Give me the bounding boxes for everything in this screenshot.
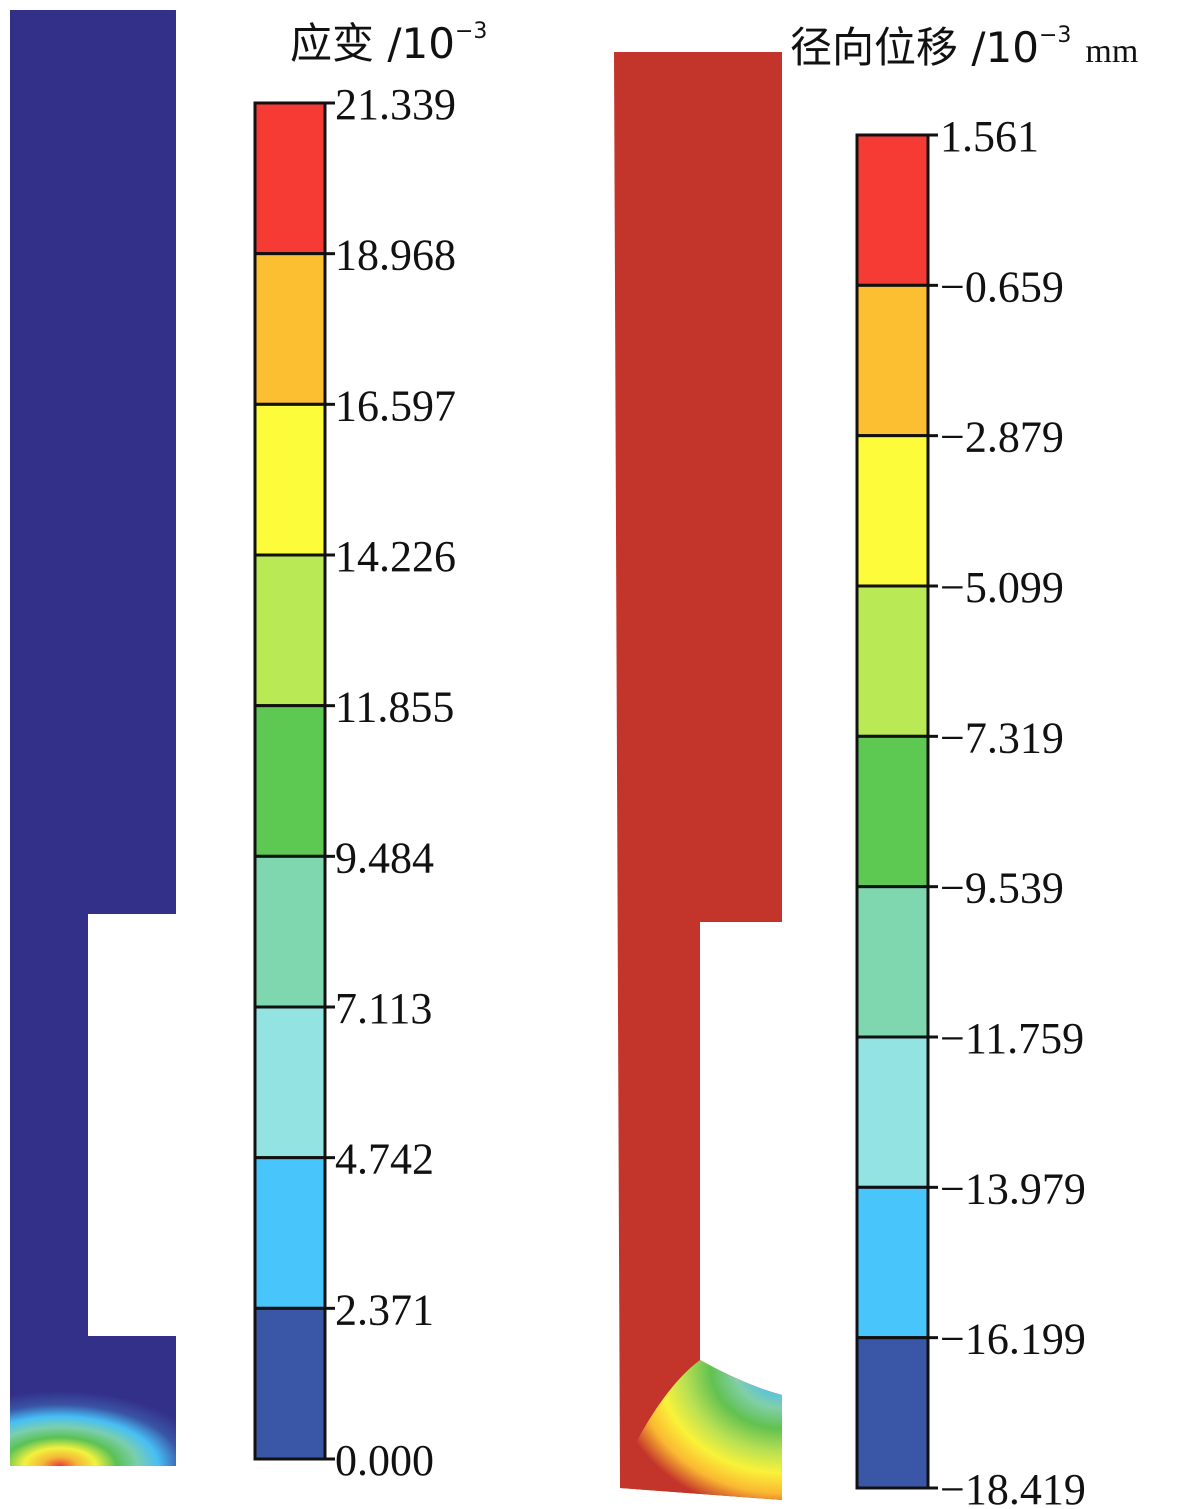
displacement-legend-band — [857, 285, 928, 435]
strain-legend-band — [255, 404, 325, 555]
displacement-specimen — [614, 52, 782, 1500]
strain-legend-label: 0.000 — [335, 1436, 434, 1485]
displacement-legend: 1.561 −0.659 −2.879 −5.099 −7.319 −9.539 −11.7… — [857, 112, 1086, 1509]
displacement-legend-band — [857, 736, 928, 886]
displacement-legend-label: −13.979 — [940, 1164, 1086, 1213]
displacement-legend-label: −18.419 — [940, 1465, 1086, 1509]
strain-legend-label: 7.113 — [335, 984, 432, 1033]
displacement-legend-band — [857, 135, 928, 285]
displacement-specimen-body — [614, 52, 782, 1500]
strain-title: 应变 /10−3 — [290, 19, 487, 68]
strain-legend-band — [255, 1308, 325, 1459]
strain-legend-label: 16.597 — [335, 381, 456, 430]
displacement-title: 径向位移 /10−3 mm — [790, 23, 1138, 72]
displacement-legend-band — [857, 436, 928, 586]
strain-legend-label: 21.339 — [335, 80, 456, 129]
strain-legend-label: 4.742 — [335, 1135, 434, 1184]
displacement-legend-label: 1.561 — [940, 112, 1039, 161]
displacement-legend-label: −2.879 — [940, 413, 1064, 462]
strain-legend-band — [255, 254, 325, 405]
strain-specimen — [10, 10, 176, 1466]
strain-legend-band — [255, 555, 325, 706]
displacement-legend-band — [857, 1187, 928, 1337]
strain-legend-label: 9.484 — [335, 833, 434, 882]
strain-legend-band — [255, 103, 325, 254]
strain-legend-band — [255, 1007, 325, 1158]
strain-legend-label: 11.855 — [335, 683, 454, 732]
displacement-legend-label: −16.199 — [940, 1315, 1086, 1364]
displacement-legend-band — [857, 1338, 928, 1488]
strain-legend-label: 14.226 — [335, 532, 456, 581]
strain-legend-label: 18.968 — [335, 231, 456, 280]
strain-legend-label: 2.371 — [335, 1285, 434, 1334]
strain-legend: 21.339 18.968 16.597 14.226 11.855 9.484 7.113… — [255, 80, 456, 1485]
strain-legend-band — [255, 706, 325, 857]
displacement-legend-label: −7.319 — [940, 713, 1064, 762]
displacement-legend-label: −9.539 — [940, 864, 1064, 913]
displacement-legend-band — [857, 887, 928, 1037]
displacement-legend-label: −0.659 — [940, 262, 1064, 311]
strain-legend-band — [255, 856, 325, 1007]
strain-specimen-body — [10, 10, 176, 1466]
displacement-legend-band — [857, 1037, 928, 1187]
displacement-legend-band — [857, 586, 928, 736]
displacement-legend-label: −11.759 — [940, 1014, 1084, 1063]
strain-legend-band — [255, 1158, 325, 1309]
displacement-legend-label: −5.099 — [940, 563, 1064, 612]
